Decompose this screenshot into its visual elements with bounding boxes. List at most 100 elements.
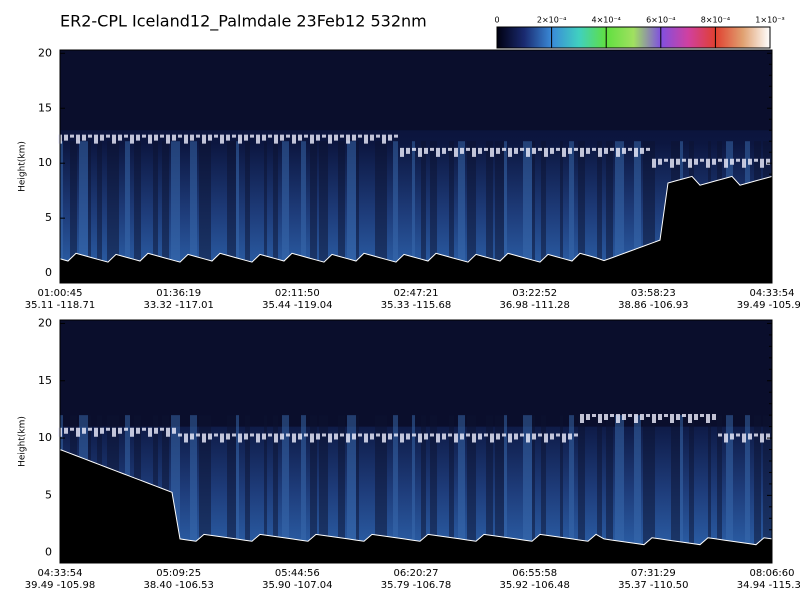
streak: [523, 141, 532, 274]
colorbar-tick-label: 4×10⁻⁴: [591, 16, 620, 25]
streak: [532, 415, 535, 553]
y-tick-label: 20: [38, 46, 52, 59]
x-tick-time: 06:55:58: [512, 568, 557, 579]
streak: [171, 415, 180, 553]
streak: [190, 415, 197, 553]
streak: [227, 141, 236, 274]
streak: [208, 415, 211, 553]
streak: [541, 141, 546, 274]
streak: [430, 141, 437, 274]
streak: [486, 415, 493, 553]
streak: [597, 415, 602, 553]
streak: [615, 415, 624, 553]
x-tick-latlon: 39.49 -105.98: [737, 300, 800, 311]
colorbar-tick-label: 2×10⁻⁴: [537, 16, 566, 25]
streak: [578, 415, 585, 553]
x-tick-latlon: 34.94 -115.38: [737, 580, 800, 591]
streak: [338, 415, 345, 553]
x-tick-latlon: 35.33 -115.68: [381, 300, 451, 311]
title: ER2-CPL Iceland12_Palmdale 23Feb12 532nm: [60, 12, 427, 32]
x-tick-latlon: 35.37 -110.50: [618, 580, 688, 591]
streak: [597, 141, 602, 274]
streak: [449, 141, 454, 274]
streak: [199, 415, 208, 553]
streak: [70, 141, 77, 274]
y-tick-label: 20: [38, 316, 52, 329]
y-tick-label: 5: [45, 211, 52, 224]
streak: [523, 415, 532, 553]
upper-air: [60, 320, 772, 427]
x-tick-time: 02:11:50: [275, 288, 320, 299]
upper-air: [60, 50, 772, 131]
x-tick-latlon: 38.86 -106.93: [618, 300, 688, 311]
streak: [504, 415, 507, 553]
y-tick-label: 15: [38, 101, 52, 114]
colorbar-tick-label: 6×10⁻⁴: [646, 16, 675, 25]
streak: [532, 141, 535, 274]
streak: [634, 415, 641, 553]
streak: [236, 141, 239, 274]
streak: [375, 415, 384, 553]
streak: [347, 415, 356, 553]
x-tick-time: 05:44:56: [275, 568, 320, 579]
streak: [763, 415, 772, 553]
streak: [560, 415, 563, 553]
streak: [393, 415, 398, 553]
streak: [643, 141, 652, 274]
colorbar-tick-label: 0: [494, 16, 499, 25]
colorbar-tick-label: 1×10⁻³: [755, 16, 784, 25]
x-tick-latlon: 33.32 -117.01: [143, 300, 213, 311]
streak: [504, 141, 507, 274]
streak: [310, 415, 317, 553]
streak: [717, 415, 722, 553]
streak: [153, 141, 158, 274]
streak: [162, 415, 169, 553]
streak: [107, 141, 116, 274]
streak: [541, 415, 546, 553]
streak: [134, 141, 141, 274]
ground: [59, 448, 773, 564]
streak: [384, 415, 387, 553]
x-tick-latlon: 35.11 -118.71: [25, 300, 95, 311]
streak: [430, 415, 437, 553]
streak: [190, 141, 197, 274]
streak: [689, 415, 694, 553]
y-tick-label: 10: [38, 156, 52, 169]
x-tick-time: 04:33:54: [750, 288, 795, 299]
streak: [227, 415, 236, 553]
streak: [458, 141, 465, 274]
streak: [301, 141, 306, 274]
x-tick-latlon: 36.98 -111.28: [499, 300, 569, 311]
streak: [356, 141, 359, 274]
streak: [319, 415, 328, 553]
streak: [384, 141, 387, 274]
streak: [264, 141, 267, 274]
x-tick-time: 01:00:45: [38, 288, 83, 299]
streak: [467, 415, 476, 553]
streak: [347, 141, 356, 274]
streak: [421, 141, 426, 274]
streak: [236, 415, 239, 553]
streak: [393, 141, 398, 274]
streak: [495, 141, 504, 274]
streak: [569, 415, 574, 553]
streak: [199, 141, 208, 274]
streak: [338, 141, 345, 274]
streak: [273, 141, 278, 274]
streak: [245, 415, 250, 553]
streak: [282, 141, 289, 274]
streak: [125, 141, 130, 274]
y-tick-label: 15: [38, 374, 52, 387]
streak: [708, 415, 711, 553]
y-tick-label: 5: [45, 488, 52, 501]
streak: [421, 415, 426, 553]
streak: [652, 415, 655, 553]
streak: [310, 141, 317, 274]
streak: [171, 141, 180, 274]
streak: [671, 415, 680, 553]
streak: [208, 141, 211, 274]
x-tick-latlon: 39.49 -105.98: [25, 580, 95, 591]
x-tick-time: 07:31:29: [631, 568, 676, 579]
